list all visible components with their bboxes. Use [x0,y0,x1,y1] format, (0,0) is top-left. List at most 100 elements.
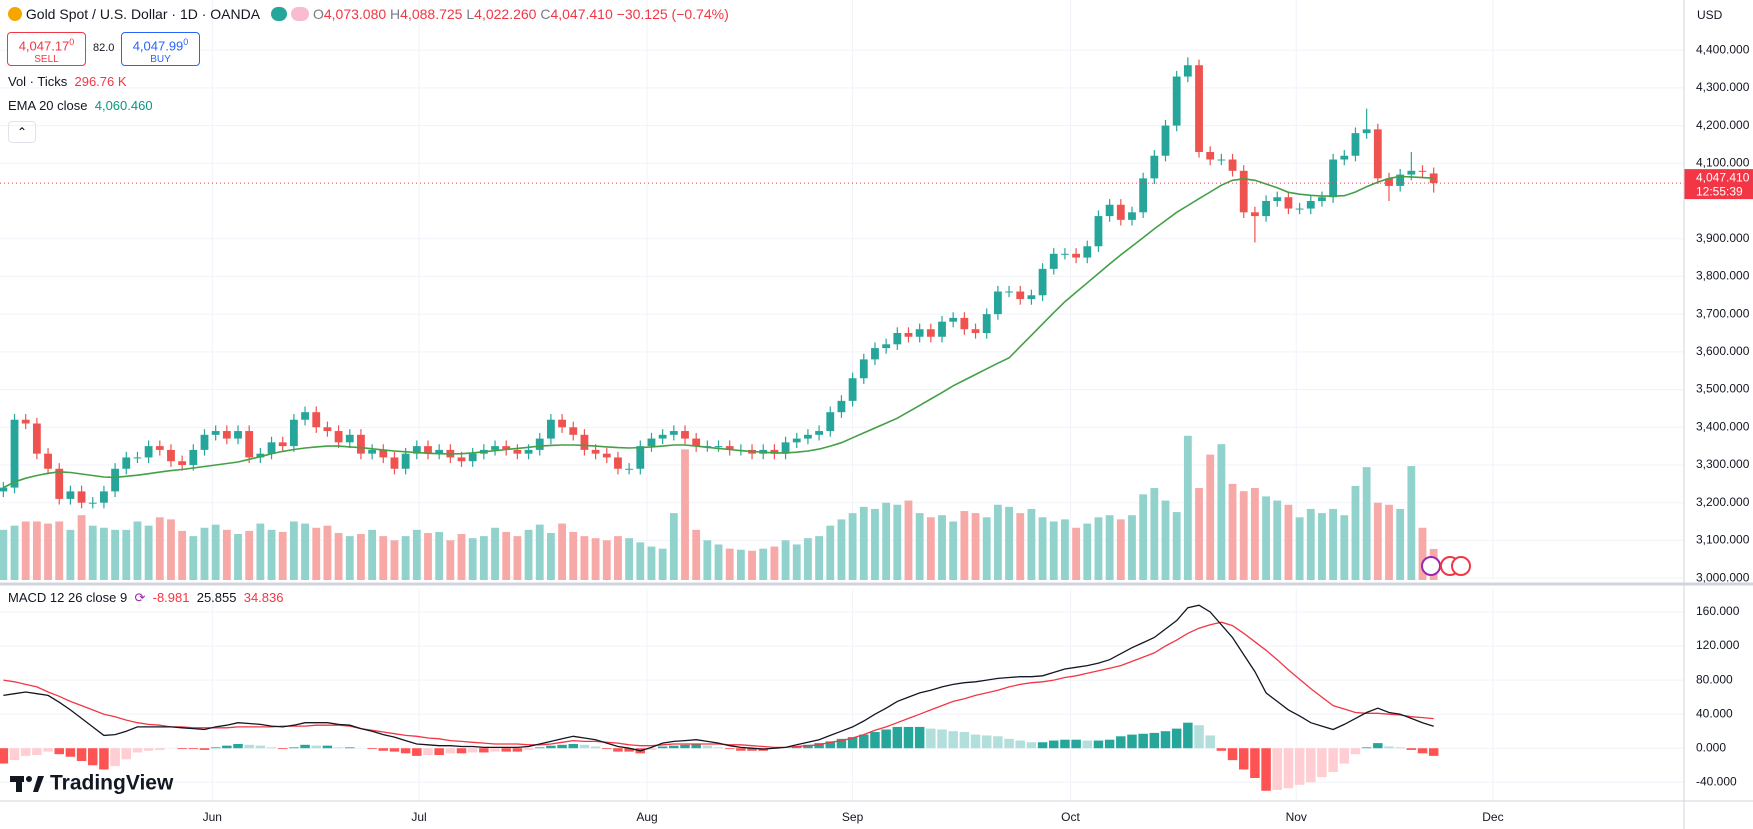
candle-body [993,291,1002,315]
histogram-bar [188,748,199,750]
y-tick-label: 3,700.000 [1696,306,1750,320]
volume-bar [21,521,30,580]
volume-bar [513,536,522,580]
histogram-bar [255,745,266,749]
candle-body [222,431,231,439]
candle-body [312,412,321,428]
candle-body [1195,65,1203,152]
macd-legend[interactable]: MACD 12 26 close 9 ⟳ -8.981 25.855 34.83… [8,590,284,605]
volume-bar [636,542,645,580]
histogram-bar [881,729,891,749]
ohlc-key: H [390,6,401,22]
x-tick-label: Dec [1482,810,1503,824]
volume-bar [770,546,779,580]
volume-bar [155,517,164,580]
y-tick-label: 4,200.000 [1696,118,1750,132]
event-icon[interactable] [1451,556,1471,576]
candle-body [1139,178,1148,213]
candle-body [971,329,980,333]
histogram-bar [959,732,970,749]
y-tick-label: 4,300.000 [1696,80,1750,94]
sell-label: SELL [34,54,59,66]
histogram-bar [1015,740,1025,749]
ohlc-value: 4,047.410 [550,6,613,22]
histogram-bar [1116,736,1126,749]
volume-bar [234,534,242,580]
volume-bar [379,536,388,580]
histogram-bar [1272,748,1282,790]
candle-body [602,453,611,458]
buy-button[interactable]: 4,047.990 BUY [121,32,200,66]
volume-bar [1396,508,1405,580]
histogram-bar [289,747,299,749]
volume-bar [1195,488,1203,580]
candle-body [1217,159,1226,161]
volume-bar [524,529,533,580]
candle-body [1206,151,1215,160]
legend-name: Vol · Ticks [8,74,68,89]
volume-bar [692,529,701,580]
histogram-bar [1216,748,1227,751]
histogram-bar [892,726,903,749]
change: −30.125 (−0.74%) [616,6,729,22]
volume-bar [1228,483,1237,580]
y-tick-label: 3,300.000 [1696,457,1750,471]
ema-legend[interactable]: EMA 20 close 4,060.460 [8,98,153,113]
histogram-bar [99,748,109,770]
histogram-bar [859,734,869,749]
histogram-bar [65,748,76,757]
volume-bar [289,521,298,580]
candle-body [882,344,891,349]
sell-button[interactable]: 4,047.170 SELL [7,32,86,66]
delay-status [291,7,310,21]
candle-body [625,468,634,470]
symbol-title[interactable]: Gold Spot / U.S. Dollar · 1D · OANDA [25,6,260,22]
volume-bar [334,532,343,580]
ohlc-key: O [312,6,324,22]
histogram-bar [568,743,579,749]
candle-body [1250,212,1259,217]
histogram-bar [993,736,1003,749]
histogram-bar [1238,748,1249,770]
histogram-bar [32,748,42,756]
histogram-bar [400,748,411,754]
candle-body [1038,268,1047,296]
volume-bar [1329,508,1338,580]
histogram-bar [311,745,321,749]
volume-bar [66,529,75,580]
candle-body [1362,129,1371,134]
ema-line [3,175,1434,489]
candle-body [323,427,332,432]
volume-bar [1385,504,1393,580]
legend-value: 4,060.460 [94,98,153,113]
candle-body [1329,159,1338,198]
y-tick-label: 80.000 [1696,672,1733,686]
histogram-bar [534,747,545,749]
currency[interactable]: USD [1697,8,1723,22]
collapse-button[interactable]: ⌃ [8,121,36,143]
buy-label: BUY [150,54,171,66]
volume-bar [178,530,187,580]
symbol-icon [8,7,22,21]
volume-bar [10,525,19,580]
volume-bar [725,548,734,580]
event-icon[interactable] [1421,556,1441,576]
candle-body [1340,155,1349,160]
histogram-bar [1283,748,1294,789]
histogram-bar [277,748,288,750]
histogram-bar [87,748,98,766]
candle-body [1128,212,1136,220]
candle-body [614,457,622,469]
y-tick-label: 40.000 [1696,706,1733,720]
ohlc-value: 4,022.260 [474,6,537,22]
histogram-bar [546,745,556,749]
histogram-bar [1373,743,1383,749]
histogram-bar [1395,747,1405,749]
volume-bar [647,546,656,580]
histogram-bar [76,748,87,761]
histogram-bar [825,741,836,749]
logo [10,776,44,792]
volume-bar [669,513,678,580]
histogram-bar [1250,748,1260,779]
volume-legend[interactable]: Vol · Ticks 296.76 K [8,74,127,89]
